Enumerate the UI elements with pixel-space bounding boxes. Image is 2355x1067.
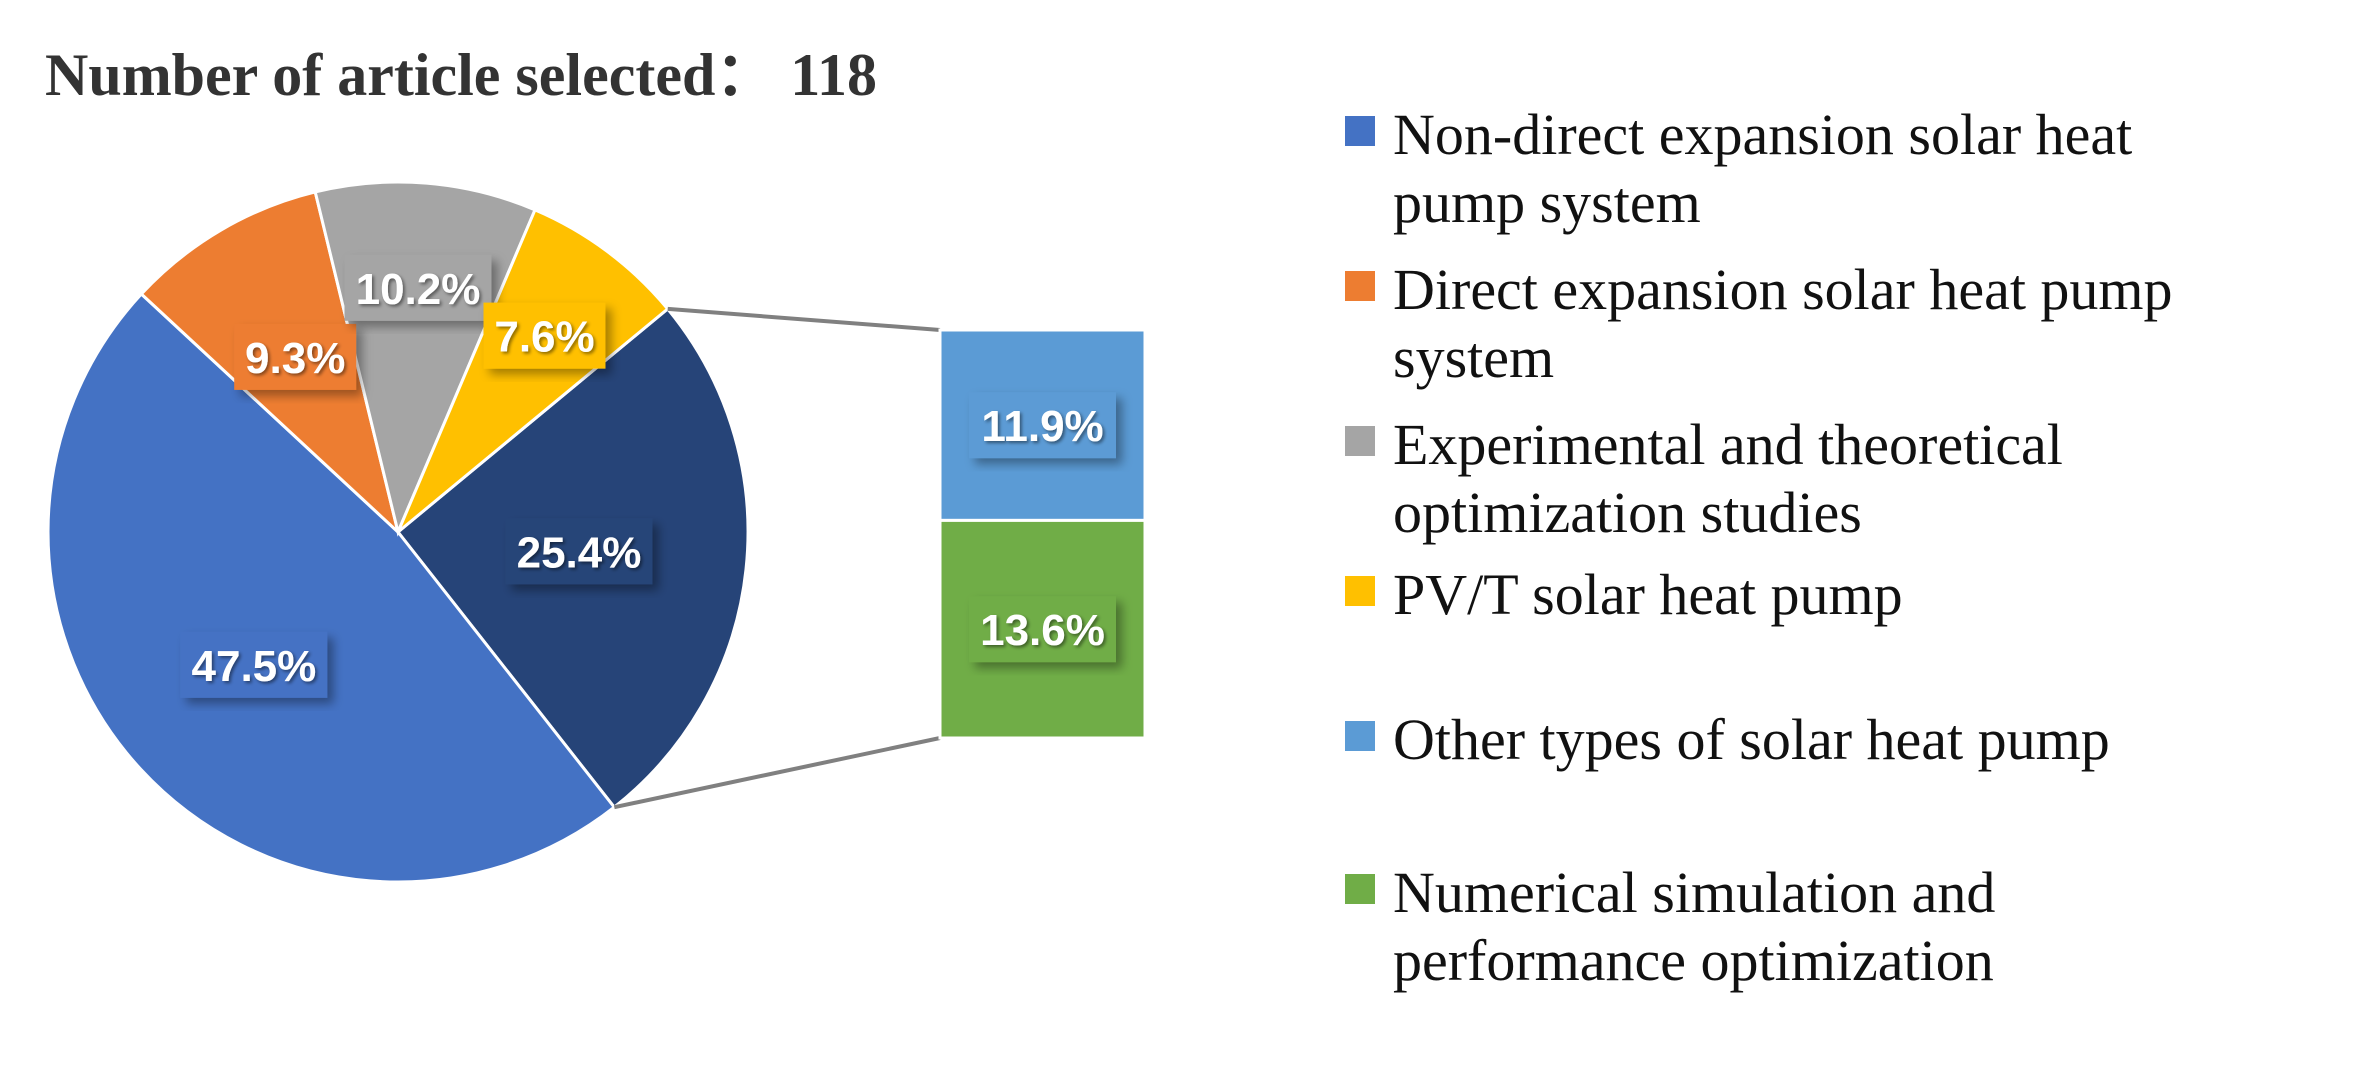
connector-line-bottom [613, 736, 941, 810]
bar-label-box-other [969, 392, 1116, 459]
pie-label-combined: 25.4% [517, 528, 642, 577]
legend-swatch-pvt [1345, 576, 1375, 606]
connector-line-top [667, 306, 941, 332]
legend-label-non_direct-line-1: Non-direct expansion solar heat [1393, 102, 2132, 167]
pie-label-non_direct: 47.5% [192, 642, 317, 691]
pie-slice-non_direct [46, 291, 617, 884]
legend-label-experimental-line-1: Experimental and theoretical [1393, 412, 2063, 477]
connector-lines [613, 306, 941, 810]
legend-label-non_direct-line-2: pump system [1393, 170, 1701, 235]
pie: 25.4% 47.5% 9.3%10.2% 7.6% [46, 180, 750, 884]
legend-swatch-direct [1345, 271, 1375, 301]
legend-label-direct-line-2: system [1393, 325, 1554, 390]
pie-label-box-pvt [483, 302, 606, 369]
legend-label-experimental-line-2: optimization studies [1393, 480, 1862, 545]
legend-label-pvt-line-1: PV/T solar heat pump [1393, 562, 1903, 627]
legend-swatch-experimental [1345, 426, 1375, 456]
pie-label-box-non_direct [180, 631, 328, 698]
pie-label-box-experimental [344, 254, 492, 321]
legend-swatch-numerical [1345, 874, 1375, 904]
chart-title: Number of article selected： 118 [45, 42, 877, 108]
legend-label-direct-line-1: Direct expansion solar heat pump [1393, 257, 2173, 322]
pie-slice-pvt [396, 207, 670, 534]
pie-label-direct: 9.3% [245, 334, 345, 383]
legend-label-numerical-line-2: performance optimization [1393, 928, 1994, 993]
pie-label-pvt: 7.6% [494, 313, 594, 362]
pie-label-box-combined [505, 518, 653, 585]
legend-swatch-non_direct [1345, 116, 1375, 146]
legend-label-other-line-1: Other types of solar heat pump [1393, 707, 2110, 772]
pie-label-experimental: 10.2% [356, 265, 481, 314]
legend-swatch-other [1345, 721, 1375, 751]
stacked-bar: 11.9% 13.6% [938, 328, 1147, 740]
pie-label-box-direct [234, 323, 357, 390]
bar-label-box-numerical [969, 596, 1116, 663]
legend-label-numerical-line-1: Numerical simulation and [1393, 860, 1995, 925]
bar-label-other: 11.9% [981, 402, 1103, 451]
bar-label-numerical: 13.6% [980, 606, 1105, 655]
